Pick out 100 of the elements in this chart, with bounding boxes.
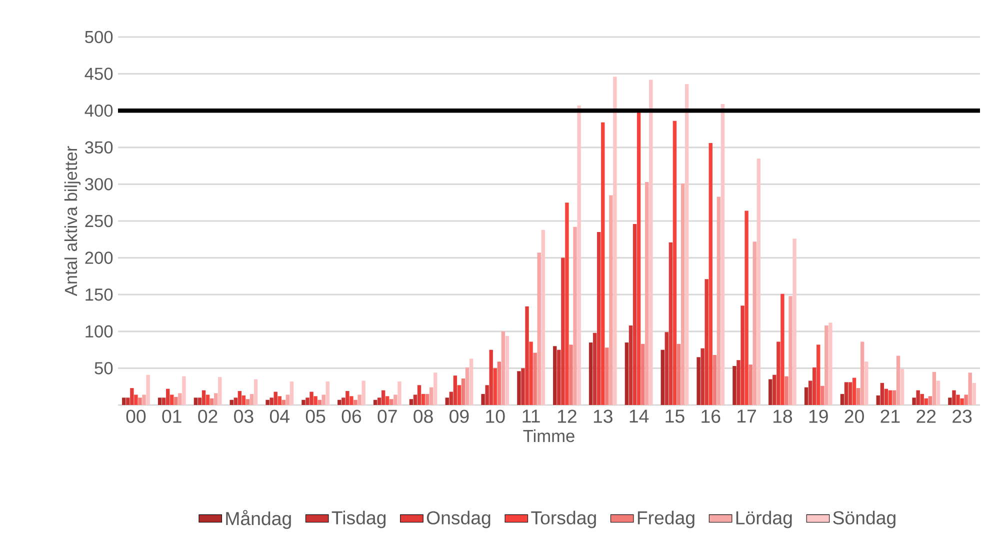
bar — [318, 400, 322, 405]
y-tick-label: 50 — [94, 362, 113, 374]
bar — [609, 195, 613, 405]
bar — [664, 332, 668, 405]
bar — [210, 398, 214, 405]
bar — [645, 182, 649, 405]
bar — [218, 377, 222, 405]
bar — [290, 381, 294, 405]
bar — [529, 342, 533, 405]
x-tick-label: 10 — [486, 410, 505, 423]
x-tick-label: 13 — [594, 410, 612, 423]
legend-label: Torsdag — [531, 510, 596, 528]
y-tick-label: 500 — [85, 30, 113, 44]
bar — [860, 342, 864, 405]
bar — [146, 374, 150, 405]
bar — [242, 395, 246, 405]
x-tick-label: 18 — [774, 410, 792, 423]
bar — [517, 371, 521, 405]
bar — [417, 385, 422, 405]
bar — [888, 390, 892, 405]
bar — [876, 395, 880, 405]
bar — [636, 111, 641, 405]
x-tick-label: 09 — [450, 410, 469, 423]
bar — [377, 398, 382, 405]
bar — [310, 392, 314, 405]
bar — [278, 396, 282, 405]
bar — [270, 398, 274, 405]
bar — [354, 400, 358, 405]
bar — [605, 348, 609, 405]
bar — [704, 279, 708, 405]
bar — [142, 394, 146, 405]
bar — [892, 390, 896, 405]
bar — [784, 376, 788, 405]
bar — [632, 224, 637, 405]
bar — [553, 346, 557, 405]
bar — [162, 398, 166, 405]
bar — [282, 400, 286, 405]
bar — [346, 391, 350, 405]
bar — [772, 374, 776, 405]
bar — [916, 390, 920, 405]
bar — [194, 398, 198, 405]
legend-label: Lördag — [736, 510, 792, 528]
bar — [788, 296, 792, 405]
bar — [896, 356, 900, 405]
bar — [234, 398, 238, 405]
x-tick-label: 17 — [738, 410, 756, 423]
bar — [445, 398, 449, 405]
bar — [736, 360, 740, 405]
bar — [768, 379, 772, 405]
bar — [557, 350, 561, 405]
bar — [569, 344, 573, 405]
bar — [130, 388, 134, 405]
bar — [497, 362, 502, 405]
bar — [537, 252, 541, 405]
bar — [960, 398, 964, 405]
bar — [198, 398, 202, 405]
bar — [816, 344, 820, 405]
bar — [597, 232, 601, 405]
bar — [398, 381, 402, 405]
bar — [246, 399, 250, 405]
x-tick-label: 08 — [414, 410, 433, 423]
bar — [465, 367, 470, 405]
bar — [792, 238, 796, 405]
x-tick-label: 16 — [702, 410, 720, 423]
bar — [884, 388, 888, 405]
x-tick-label: 07 — [378, 410, 397, 423]
x-axis-title: Timme — [523, 429, 574, 442]
x-tick-label: 21 — [880, 410, 900, 423]
bar — [565, 202, 569, 405]
y-tick-label: 450 — [84, 68, 113, 80]
bar — [274, 392, 278, 405]
bar — [202, 390, 206, 405]
bar — [505, 336, 510, 405]
bar — [756, 158, 760, 405]
bar — [948, 398, 952, 405]
bar — [808, 380, 812, 405]
bar — [430, 387, 434, 405]
bar — [752, 242, 756, 405]
bar — [720, 104, 725, 405]
bar — [306, 398, 310, 405]
bar — [266, 400, 270, 405]
y-tick-label: 350 — [85, 141, 113, 154]
bar — [206, 394, 210, 405]
bar — [592, 332, 597, 405]
bar — [968, 372, 972, 405]
bar — [672, 120, 677, 405]
bar — [820, 386, 824, 405]
bar — [936, 380, 940, 405]
bar — [461, 378, 466, 405]
bar — [804, 387, 808, 405]
bar — [684, 84, 689, 405]
bar — [286, 394, 290, 405]
bar — [856, 388, 860, 405]
x-tick-label: 19 — [809, 410, 828, 423]
bar — [676, 344, 681, 405]
bar — [952, 390, 956, 405]
bar — [928, 396, 932, 405]
bar — [138, 398, 142, 405]
bar — [373, 400, 378, 405]
x-tick-label: 14 — [630, 410, 649, 423]
